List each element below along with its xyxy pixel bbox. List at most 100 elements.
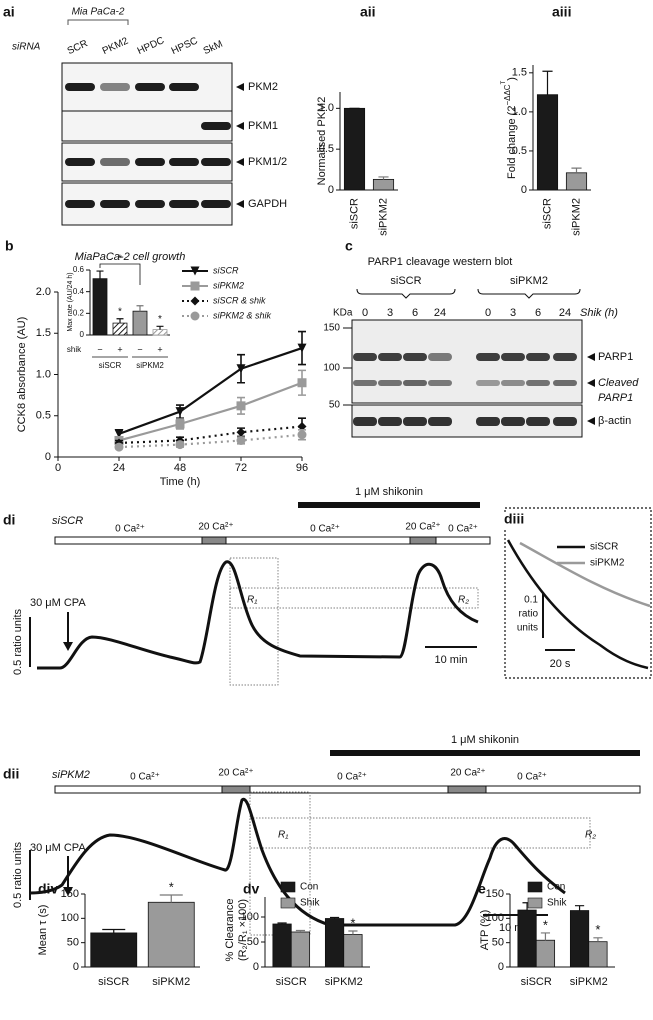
blot-band (428, 353, 452, 361)
legend-swatch (527, 881, 543, 893)
bar (565, 172, 588, 191)
lane-label: 3 (510, 307, 516, 319)
y-axis-label: Max rate (AU/24 h) (67, 272, 74, 331)
marker (175, 407, 185, 417)
blot-band (65, 83, 95, 91)
solution-label: 0 Ca²⁺ (448, 524, 478, 535)
marker (297, 421, 307, 431)
legend-swatch (280, 897, 296, 909)
blot-band (169, 200, 199, 208)
x-tick-label: 72 (235, 462, 247, 474)
blot-title: PARP1 cleavage western blot (368, 256, 513, 268)
x-tick-label: siSCR (348, 198, 360, 229)
marker (190, 266, 200, 276)
solution-label: 20 Ca²⁺ (405, 522, 440, 533)
error-bar (542, 70, 553, 95)
band-label: PKM1 (248, 120, 278, 132)
x-tick-label: 0 (55, 462, 61, 474)
blot-band (476, 380, 500, 386)
analysis-region (249, 817, 591, 849)
significance-mark: * (543, 917, 548, 932)
treatment-label: 1 μM shikonin (355, 486, 423, 498)
x-tick-label: siSCR (521, 976, 552, 988)
x-tick-label: siPKM2 (570, 198, 582, 236)
bar (535, 939, 556, 968)
solution-segment (409, 536, 437, 545)
panel-label: dv (243, 881, 260, 897)
region-label: R₁ (278, 830, 288, 841)
y-axis-label: Fold change (2−ΔΔCT) (501, 77, 518, 179)
blot-band (553, 380, 577, 386)
inset-title: MiaPaCa-2 cell growth (75, 251, 186, 263)
y-tick-label: 150 (61, 888, 79, 900)
band-label: PKM1/2 (248, 156, 287, 168)
y-tick-label: 0 (498, 961, 504, 973)
y-axis-label-part: −ΔΔC (503, 84, 512, 105)
series-line (118, 347, 303, 435)
bar (343, 107, 366, 191)
marker (297, 430, 307, 440)
brace (477, 288, 581, 299)
treatment-bar (330, 750, 640, 756)
blot-band (403, 417, 427, 426)
solution-segment (485, 785, 641, 794)
sirna-label: siRNA (12, 42, 41, 53)
blot-band (378, 417, 402, 426)
lane-label: SCR (66, 38, 90, 57)
ratio-trace (506, 539, 649, 670)
y-axis-label-part: T (501, 80, 507, 84)
x-tick-label: 96 (296, 462, 308, 474)
solution-segment (225, 536, 411, 545)
blot-band (135, 158, 165, 166)
blot-band (135, 200, 165, 208)
arrowhead (63, 642, 73, 651)
y-axis-label: CCK8 absorbance (AU) (16, 317, 28, 433)
x-axis-label: Time (h) (160, 476, 201, 488)
panel-label: aii (360, 4, 376, 20)
blot-band (100, 200, 130, 208)
panel-label: b (5, 238, 14, 254)
blot-band (100, 83, 130, 91)
y-tick-label: 1.0 (319, 102, 334, 114)
marker (190, 296, 200, 306)
region-label: R₁ (247, 595, 257, 606)
analysis-region (229, 557, 279, 686)
bar (112, 322, 128, 336)
series-line (118, 433, 303, 449)
blot-band (526, 417, 550, 426)
legend-label: Con (300, 882, 318, 893)
marker (236, 436, 246, 445)
y-tick-label: 0 (521, 184, 527, 196)
marker (297, 343, 307, 353)
blot-band (428, 380, 452, 386)
y-tick-label: 1.0 (512, 106, 527, 118)
group-label: siSCR (390, 275, 421, 287)
inset-frame (504, 507, 652, 679)
solution-segment (54, 536, 203, 545)
y-scale-label: 0.1 (524, 595, 538, 606)
significance-mark: * (118, 306, 122, 317)
error-bar (116, 318, 124, 324)
y-axis-label-part: Fold change (2 (506, 106, 518, 179)
y-tick-label: 0 (80, 330, 85, 339)
lane-label: 3 (387, 307, 393, 319)
y-tick-label: 0 (328, 184, 334, 196)
y-axis-label: Mean τ (s) (37, 905, 49, 956)
band-label: Cleaved (598, 377, 639, 389)
arrowhead (236, 200, 244, 208)
lane-label: 24 (559, 307, 571, 319)
bar (343, 934, 363, 968)
y-axis-label: Normalised PKM2 (316, 97, 328, 186)
y-tick-label: 0 (73, 961, 79, 973)
stimulus-label: 30 μM CPA (30, 842, 86, 854)
bar (92, 278, 108, 336)
x-tick-label: siPKM2 (325, 976, 363, 988)
significance-mark: * (158, 314, 162, 325)
blot-band (378, 353, 402, 361)
band-label: GAPDH (248, 198, 287, 210)
ratio-trace (37, 560, 479, 670)
label-backdrop (500, 512, 536, 528)
blot-band (100, 158, 130, 166)
y-axis-label-part: ) (506, 77, 518, 81)
